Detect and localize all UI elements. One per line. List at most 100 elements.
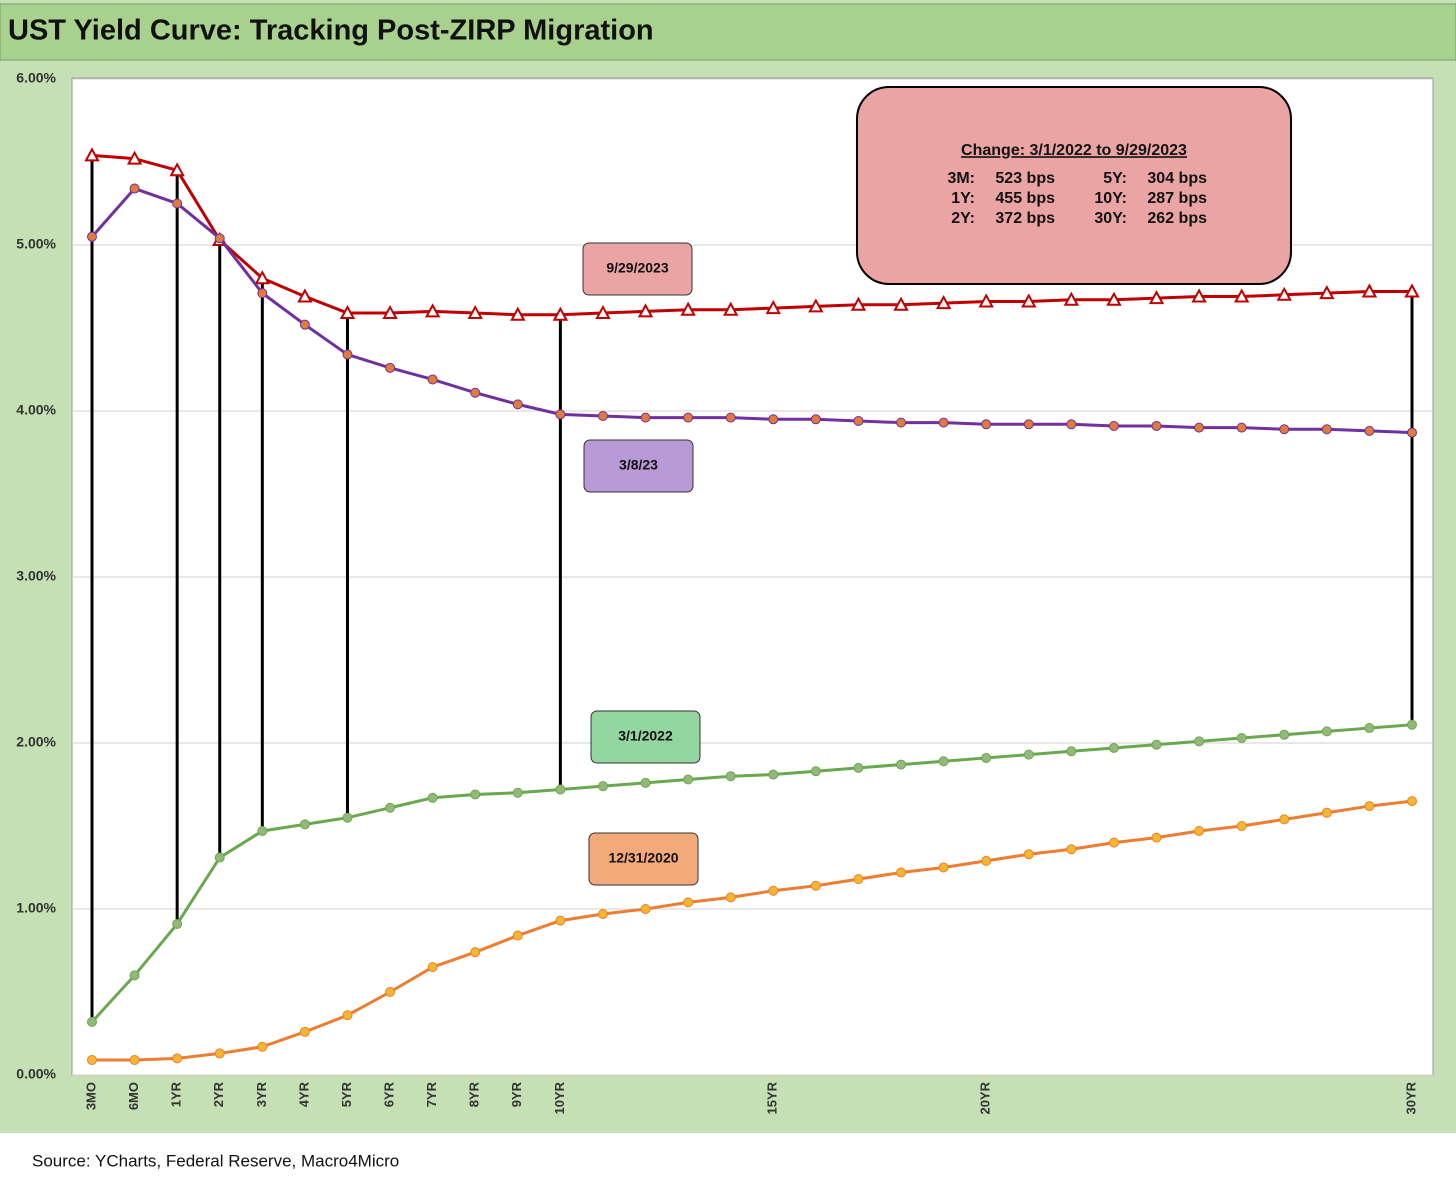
x-tick-label: 1YR — [169, 1081, 184, 1107]
annotation-cell: 304 bps — [1147, 170, 1207, 187]
annotation-cell: 372 bps — [995, 210, 1055, 227]
marker — [510, 306, 526, 321]
marker — [935, 295, 952, 310]
x-tick-label: 6YR — [382, 1081, 397, 1107]
series-line — [92, 799, 1413, 1062]
marker — [467, 304, 483, 320]
marker — [129, 183, 140, 194]
marker — [555, 915, 566, 926]
series-label-box — [582, 242, 693, 296]
marker — [214, 1048, 225, 1059]
marker — [1319, 285, 1335, 300]
marker — [342, 1010, 353, 1021]
marker — [512, 787, 523, 798]
marker — [1321, 807, 1332, 818]
title-bar — [0, 3, 1456, 61]
annotation-cell: 30Y: — [1094, 210, 1127, 227]
annotation-cell: 455 bps — [995, 190, 1055, 207]
marker — [981, 419, 992, 430]
y-tick-label: 4.00% — [16, 402, 56, 418]
marker — [427, 962, 438, 973]
marker — [1151, 420, 1162, 431]
annotation-cell: 10Y: — [1094, 190, 1127, 207]
annotation-cell: 5Y: — [1103, 170, 1127, 187]
marker — [1279, 814, 1290, 825]
marker — [1407, 796, 1417, 807]
series-line — [91, 153, 1412, 317]
marker — [1106, 291, 1122, 306]
series-label: 12/31/2020 — [608, 850, 678, 866]
series-label: 9/29/2023 — [606, 260, 668, 276]
marker — [853, 415, 864, 426]
marker — [470, 387, 481, 398]
footer — [0, 1133, 1456, 1185]
marker — [1321, 726, 1332, 737]
marker — [1021, 293, 1037, 308]
marker — [1151, 832, 1162, 843]
marker — [1364, 801, 1375, 812]
marker — [1233, 288, 1250, 303]
marker — [297, 288, 313, 303]
marker — [1066, 844, 1077, 855]
marker — [853, 762, 864, 773]
marker — [129, 1055, 140, 1066]
marker — [1364, 425, 1375, 436]
marker — [893, 296, 909, 311]
marker — [172, 198, 183, 209]
annotation-cell: 287 bps — [1147, 190, 1207, 207]
marker — [810, 766, 821, 777]
marker — [1321, 424, 1332, 435]
annotation-cell: 3M: — [947, 170, 975, 187]
marker — [257, 288, 268, 299]
marker — [850, 296, 867, 311]
marker — [342, 812, 353, 823]
marker — [214, 852, 225, 863]
series-label-box — [583, 439, 694, 493]
marker — [1194, 422, 1205, 433]
y-tick-label: 1.00% — [16, 900, 56, 916]
marker — [512, 399, 523, 410]
marker — [1066, 419, 1077, 430]
marker — [683, 412, 694, 423]
series-label-box — [588, 832, 699, 886]
marker — [810, 880, 821, 891]
marker — [299, 1026, 310, 1037]
marker — [1236, 821, 1247, 831]
marker — [470, 789, 481, 800]
marker — [896, 759, 907, 770]
marker — [768, 769, 779, 780]
marker — [1236, 422, 1247, 433]
marker — [385, 802, 396, 813]
marker — [1108, 837, 1119, 848]
marker — [595, 304, 611, 320]
marker — [382, 304, 398, 320]
marker — [1023, 749, 1034, 760]
marker — [427, 792, 438, 803]
marker — [299, 319, 310, 330]
marker — [1108, 742, 1119, 753]
marker — [1023, 849, 1034, 860]
marker — [597, 410, 608, 421]
marker — [427, 374, 438, 385]
marker — [1404, 283, 1420, 298]
marker — [978, 293, 994, 308]
y-tick-label: 6.00% — [16, 70, 56, 86]
marker — [725, 412, 736, 423]
marker — [126, 150, 143, 165]
marker — [723, 301, 739, 316]
marker — [1063, 291, 1080, 306]
x-tick-label: 15YR — [765, 1081, 780, 1114]
marker — [981, 752, 992, 763]
x-tick-label: 3MO — [83, 1082, 98, 1110]
annotation-cell: 523 bps — [995, 170, 1055, 187]
marker — [1361, 283, 1378, 298]
marker — [87, 231, 97, 242]
marker — [853, 874, 864, 885]
x-tick-label: 30YR — [1403, 1081, 1418, 1114]
annotation-title: Change: 3/1/2022 to 9/29/2023 — [961, 142, 1187, 159]
marker — [1194, 736, 1205, 747]
annotation-box — [856, 86, 1292, 285]
marker — [680, 301, 696, 316]
marker — [257, 1041, 268, 1052]
marker — [981, 855, 992, 866]
